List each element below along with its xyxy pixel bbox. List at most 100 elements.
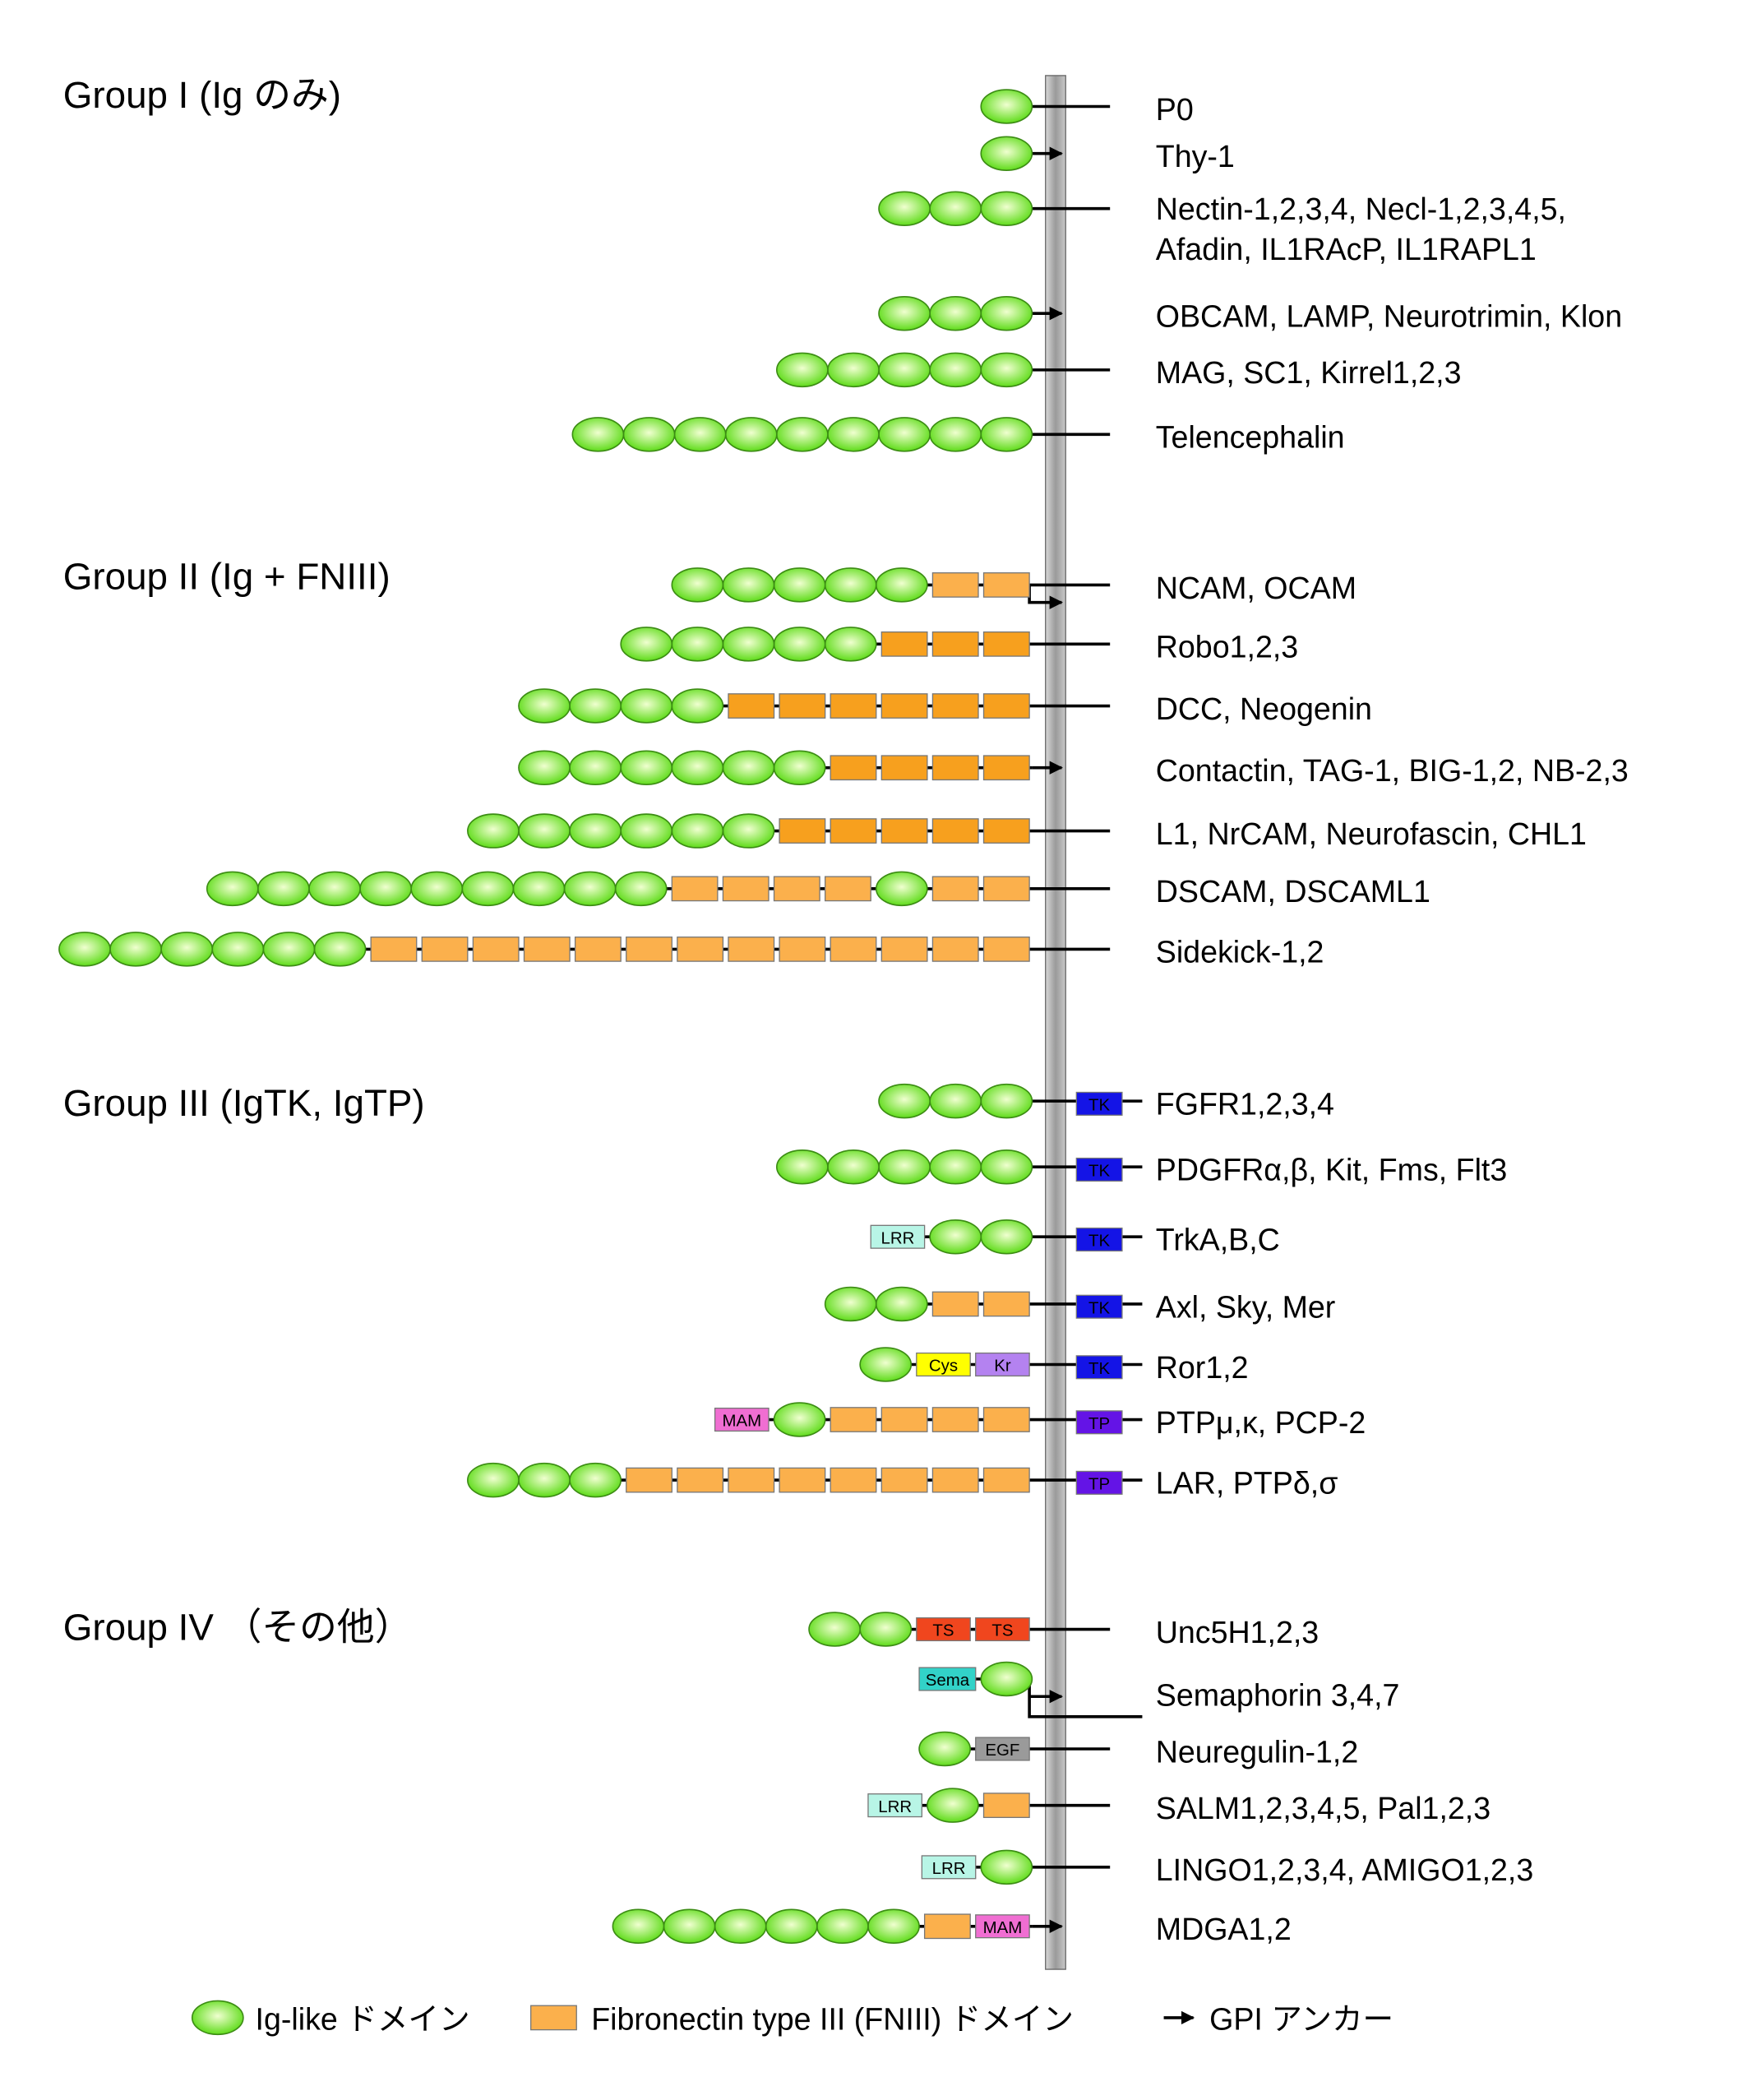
- tp-label: TP: [1088, 1415, 1110, 1433]
- mam-domain: [975, 1914, 1030, 1939]
- protein-label: SALM1,2,3,4,5, Pal1,2,3: [1156, 1791, 1490, 1825]
- fn3-domain: [728, 937, 775, 962]
- tk-domain: [1075, 1227, 1123, 1252]
- ig-domain: [773, 1402, 826, 1437]
- ig-domain: [859, 1612, 913, 1647]
- fn3-domain: [830, 1467, 877, 1493]
- fn3-domain: [931, 755, 979, 781]
- fn3-domain: [880, 631, 928, 657]
- protein-label: Unc5H1,2,3: [1156, 1615, 1319, 1649]
- fn3-domain: [923, 1913, 971, 1940]
- ig-domain: [620, 750, 673, 785]
- ig-domain: [622, 417, 676, 452]
- fn3-domain: [982, 572, 1030, 598]
- ig-domain: [980, 191, 1033, 226]
- fn3-domain: [931, 693, 979, 719]
- ig-domain: [671, 813, 724, 849]
- protein-row: Contactin, TAG-1, BIG-1,2, NB-2,3: [518, 750, 1629, 788]
- lrr-domain: [921, 1855, 977, 1880]
- fn3-domain: [880, 1467, 928, 1493]
- legend-fn3-swatch: [530, 2005, 577, 2031]
- tk-domain: [1075, 1157, 1123, 1182]
- cell-membrane: [1045, 75, 1066, 1970]
- ig-domain: [827, 352, 880, 388]
- ig-domain: [612, 1908, 665, 1945]
- fn3-domain: [982, 818, 1030, 844]
- legend-fn3-label: Fibronectin type III (FNIII) ドメイン: [591, 2002, 1074, 2037]
- ig-domain: [518, 1462, 571, 1498]
- ig-domain: [614, 871, 668, 907]
- ig-domain: [722, 813, 775, 849]
- ts-domain: [916, 1617, 971, 1642]
- egf-label: EGF: [985, 1742, 1019, 1760]
- group-header: Group II (Ig + FNIII): [63, 555, 391, 597]
- protein-label: Thy-1: [1156, 139, 1235, 173]
- cys-label: Cys: [929, 1358, 958, 1376]
- ig-domain: [980, 1149, 1033, 1185]
- protein-row: Sidekick-1,2: [58, 932, 1324, 969]
- fn3-domain: [931, 631, 979, 657]
- tk-domain: [1075, 1355, 1123, 1380]
- ig-domain: [359, 871, 413, 907]
- ig-domain: [160, 932, 214, 967]
- ig-domain: [109, 932, 162, 967]
- mam-label: MAM: [983, 1919, 1023, 1937]
- protein-row: LRR LINGO1,2,3,4, AMIGO1,2,3: [921, 1849, 1534, 1887]
- protein-row: MAG, SC1, Kirrel1,2,3: [775, 352, 1462, 390]
- protein-label: NCAM, OCAM: [1156, 571, 1356, 605]
- fn3-domain: [880, 937, 928, 962]
- ig-domain: [775, 1149, 829, 1185]
- ig-domain: [929, 1083, 982, 1119]
- ig-domain: [775, 352, 829, 388]
- protein-label: Semaphorin 3,4,7: [1156, 1678, 1400, 1713]
- ig-domain: [773, 750, 826, 785]
- fn3-domain: [421, 937, 469, 962]
- fn3-domain: [677, 1467, 724, 1493]
- fn3-domain: [626, 1467, 672, 1493]
- fn3-domain: [779, 818, 826, 844]
- ig-domain: [467, 1462, 520, 1498]
- fn3-domain: [677, 937, 724, 962]
- ig-domain: [775, 417, 829, 452]
- protein-label: MDGA1,2: [1156, 1912, 1292, 1946]
- ig-domain: [773, 627, 826, 662]
- protein-row: TK FGFR1,2,3,4: [878, 1083, 1334, 1121]
- ig-domain: [878, 1149, 931, 1185]
- group-header: Group IV （その他）: [63, 1607, 413, 1649]
- tk-label: TK: [1088, 1299, 1110, 1317]
- ig-domain: [410, 871, 464, 907]
- ig-domain: [673, 417, 727, 452]
- ts-domain: [975, 1617, 1030, 1642]
- protein-label: LINGO1,2,3,4, AMIGO1,2,3: [1156, 1853, 1534, 1887]
- protein-row: TK PDGFRα,β, Kit, Fms, Flt3: [775, 1149, 1507, 1187]
- ig-domain: [927, 1788, 979, 1823]
- ig-domain: [569, 750, 622, 785]
- fn3-domain: [830, 755, 877, 781]
- ig-domain: [262, 932, 316, 967]
- protein-label: DSCAM, DSCAML1: [1156, 874, 1430, 909]
- fn3-domain: [880, 693, 928, 719]
- protein-label: MAG, SC1, Kirrel1,2,3: [1156, 355, 1462, 390]
- fn3-domain: [830, 818, 877, 844]
- sema-label: Sema: [926, 1672, 970, 1690]
- protein-label: Nectin-1,2,3,4, Necl-1,2,3,4,5,: [1156, 192, 1566, 226]
- fn3-domain: [626, 937, 672, 962]
- ig-domain: [191, 2000, 244, 2036]
- ig-domain: [875, 871, 928, 907]
- ig-domain: [206, 871, 259, 907]
- fn3-domain: [982, 693, 1030, 719]
- lrr-label: LRR: [878, 1798, 912, 1816]
- ig-domain: [980, 352, 1033, 388]
- protein-row: DCC, Neogenin: [518, 688, 1372, 726]
- protein-label: DCC, Neogenin: [1156, 692, 1372, 726]
- protein-label: FGFR1,2,3,4: [1156, 1086, 1334, 1121]
- ig-domain: [257, 871, 310, 907]
- tp-domain: [1075, 1410, 1123, 1435]
- kr-label: Kr: [994, 1358, 1011, 1376]
- kr-domain: [975, 1352, 1030, 1377]
- protein-row: LRR TK TrkA,B,C: [870, 1219, 1280, 1257]
- ts-label: TS: [932, 1622, 954, 1640]
- ig-domain: [980, 1661, 1033, 1697]
- ig-domain: [827, 1149, 880, 1185]
- protein-row: Robo1,2,3: [620, 627, 1298, 664]
